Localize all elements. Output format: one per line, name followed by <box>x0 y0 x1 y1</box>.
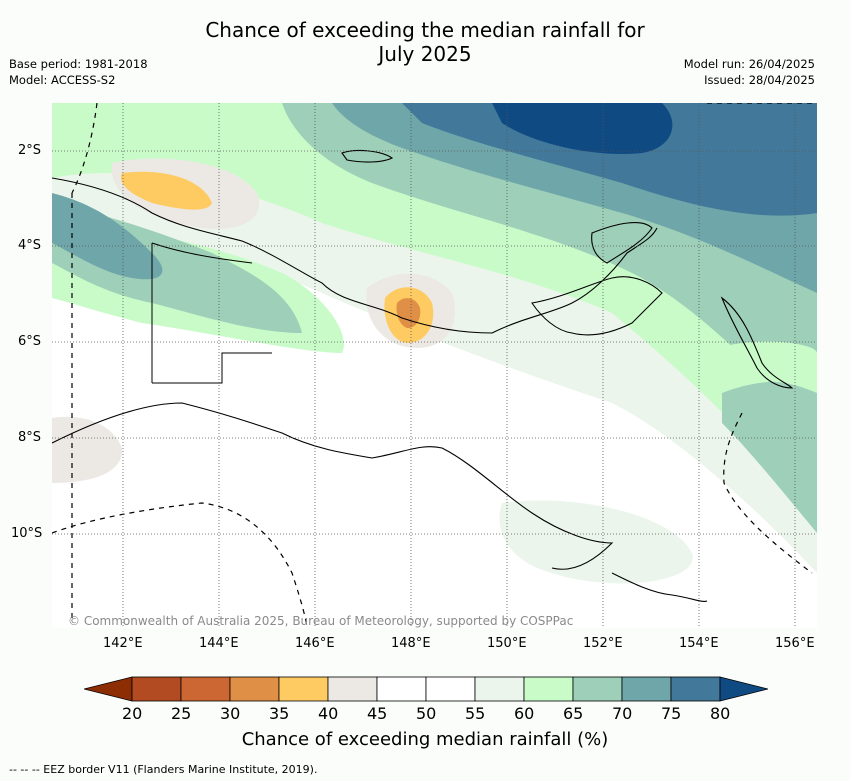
province-border <box>151 242 253 264</box>
south-band-55-60 <box>499 500 693 584</box>
rainfall-map <box>52 103 817 628</box>
title-line-1: Chance of exceeding the median rainfall … <box>205 18 645 42</box>
colorbar-tick-label: 40 <box>318 704 339 723</box>
issued-date: Issued: 28/04/2025 <box>704 73 815 87</box>
colorbar-segment <box>376 676 427 702</box>
colorbar-segment <box>523 676 574 702</box>
colorbar-tick-label: 65 <box>563 704 584 723</box>
borders <box>151 242 272 384</box>
lat-label-8S: 8°S <box>18 430 42 445</box>
central-band-30-35 <box>396 298 421 329</box>
eez-southeast <box>723 412 813 574</box>
band-75-80 <box>402 103 817 216</box>
lon-label-152E: 152°E <box>583 636 623 651</box>
colorbar-tick-label: 25 <box>171 704 192 723</box>
model-name: Model: ACCESS-S2 <box>9 73 116 87</box>
coastlines <box>52 149 794 602</box>
colorbar-arrow-high <box>719 676 768 702</box>
colorbar-segment <box>131 676 182 702</box>
lon-label-150E: 150°E <box>487 636 527 651</box>
colorbar-tick-label: 50 <box>416 704 437 723</box>
colorbar-tick-label: 70 <box>612 704 633 723</box>
base-period: Base period: 1981-2018 <box>9 57 148 71</box>
louisiade-islands <box>611 572 708 602</box>
colorbar-tick-label: 60 <box>514 704 535 723</box>
lon-label-144E: 144°E <box>199 636 239 651</box>
metadata-left: Base period: 1981-2018 Model: ACCESS-S2 <box>9 56 148 88</box>
eez-borders <box>52 103 817 628</box>
lon-label-154E: 154°E <box>679 636 719 651</box>
new-ireland <box>591 222 653 264</box>
model-run: Model run: 26/04/2025 <box>683 57 815 71</box>
colorbar-tick-label: 75 <box>661 704 682 723</box>
eez-north <box>71 103 98 194</box>
colorbar-tick-label: 55 <box>465 704 486 723</box>
metadata-right: Model run: 26/04/2025 Issued: 28/04/2025 <box>684 56 815 88</box>
eez-south <box>52 502 308 628</box>
chart-title: Chance of exceeding the median rainfall … <box>0 18 850 66</box>
eez-footnote: -- -- -- EEZ border V11 (Flanders Marine… <box>9 763 318 776</box>
title-line-2: July 2025 <box>378 42 472 66</box>
colorbar-tick-label: 45 <box>367 704 388 723</box>
colorbar-segment <box>670 676 721 702</box>
northwest-band-35-40 <box>121 171 212 210</box>
lon-label-142E: 142°E <box>103 636 143 651</box>
lon-label-156E: 156°E <box>775 636 815 651</box>
colorbar-tick-label: 80 <box>710 704 731 723</box>
bougainville <box>720 296 794 389</box>
colorbar-tick-label: 30 <box>220 704 241 723</box>
colorbar-segment <box>474 676 525 702</box>
colorbar-segment <box>425 676 476 702</box>
lon-label-148E: 148°E <box>391 636 431 651</box>
colorbar-segment <box>180 676 231 702</box>
west-band-70-75 <box>52 193 163 280</box>
colorbar <box>84 676 768 702</box>
copyright-credit: © Commonwealth of Australia 2025, Bureau… <box>68 614 574 628</box>
southeast-band-60-65 <box>702 341 817 393</box>
band-over-80 <box>492 103 673 154</box>
colorbar-segment <box>327 676 378 702</box>
colorbar-segment <box>229 676 280 702</box>
lon-label-146E: 146°E <box>295 636 335 651</box>
lat-label-2S: 2°S <box>18 143 42 158</box>
lat-label-6S: 6°S <box>18 334 42 349</box>
west-edge-band-40-45 <box>52 416 123 483</box>
colorbar-label: Chance of exceeding median rainfall (%) <box>241 729 609 750</box>
colorbar-arrow-low <box>84 676 133 702</box>
southeast-band-65-70 <box>722 381 817 533</box>
colorbar-tick-label: 20 <box>122 704 143 723</box>
colorbar-segment <box>278 676 329 702</box>
map-panel <box>52 103 817 628</box>
new-britain <box>531 276 663 336</box>
new-guinea-north-coast <box>52 177 658 334</box>
lat-label-10S: 10°S <box>11 526 43 541</box>
colorbar-segment <box>621 676 672 702</box>
graticule <box>52 103 817 628</box>
new-guinea-south-coast <box>52 402 614 570</box>
lat-label-4S: 4°S <box>18 238 42 253</box>
fly-river-bend <box>152 352 272 384</box>
colorbar-segment <box>572 676 623 702</box>
probability-shading <box>52 103 817 584</box>
colorbar-tick-label: 35 <box>269 704 290 723</box>
